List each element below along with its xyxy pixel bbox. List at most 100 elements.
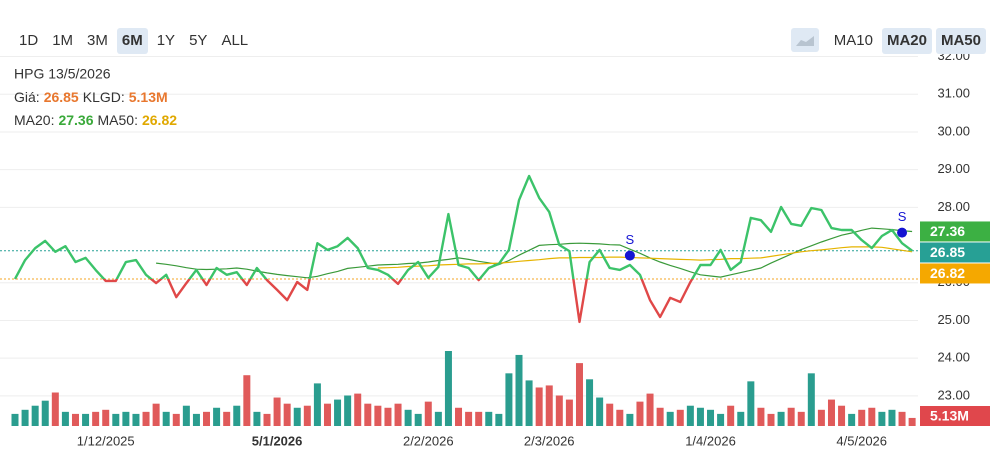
range-button[interactable]: 3M (87, 32, 108, 49)
volume-bar (384, 407, 392, 426)
ma-line (156, 227, 913, 279)
volume-bar (737, 411, 745, 426)
value-badge (920, 263, 990, 284)
volume-bar (525, 380, 533, 426)
volume-bar (263, 413, 271, 426)
volume-bar (858, 409, 866, 426)
ma-line (377, 246, 913, 269)
volume-bar (233, 405, 241, 426)
volume-bar (61, 411, 69, 426)
y-tick-label: 24.00 (937, 350, 970, 365)
volume-bar (827, 399, 835, 426)
volume-bar (41, 400, 49, 426)
volume-bar (848, 413, 856, 426)
volume-bar (505, 373, 513, 426)
info-segment: 27.36 (58, 112, 93, 128)
volume-bar (646, 393, 654, 426)
volume-bar (817, 409, 825, 426)
volume-bar (797, 411, 805, 426)
volume-bar (606, 403, 614, 426)
volume-bar (243, 375, 251, 426)
signal-dot (897, 227, 908, 238)
volume-bar (71, 413, 79, 426)
volume-bar (616, 409, 624, 426)
range-button[interactable]: 1M (52, 32, 74, 49)
volume-bar (475, 411, 483, 426)
volume-bar (807, 373, 815, 426)
volume-bar (575, 363, 583, 426)
volume-bar (223, 411, 231, 426)
x-tick-label: 2/2/2026 (403, 433, 454, 448)
volume-bar (868, 407, 876, 426)
info-line: MA20: 27.36 MA50: 26.82 (14, 112, 177, 128)
volume-bar (394, 403, 402, 426)
y-tick-label: 23.00 (937, 387, 970, 402)
info-segment: KLGD: (83, 89, 125, 105)
range-button[interactable]: 1D (19, 32, 39, 49)
volume-bar (565, 399, 573, 426)
signal-label: S (626, 232, 635, 247)
volume-bar (626, 413, 634, 426)
volume-bar (666, 411, 674, 426)
volume-bar (495, 413, 503, 426)
indicator-button[interactable]: MA10 (833, 32, 873, 49)
volume-bar (344, 395, 352, 426)
volume-bar (535, 387, 543, 426)
volume-bar (182, 405, 190, 426)
info-segment: 5.13M (129, 89, 168, 105)
volume-bar (424, 401, 432, 426)
y-tick-label: 30.00 (937, 123, 970, 138)
chart-style-button[interactable] (790, 28, 819, 52)
volume-bar (203, 411, 211, 426)
volume-bar (787, 407, 795, 426)
volume-bar (112, 413, 120, 426)
volume-bar (898, 411, 906, 426)
volume-bar (162, 411, 170, 426)
volume-bar (21, 409, 29, 426)
volume-bar (102, 409, 110, 426)
value-badge-label: 26.82 (930, 265, 965, 281)
volume-bar (727, 405, 735, 426)
volume-bar (545, 385, 553, 426)
info-line: Giá: 26.85 KLGD: 5.13M (14, 89, 168, 105)
volume-bar (31, 405, 39, 426)
volume-bar (92, 411, 100, 426)
indicator-button[interactable]: MA50 (935, 28, 986, 54)
volume-bar (696, 407, 704, 426)
x-tick-label: 5/1/2026 (252, 433, 303, 448)
volume-bar (707, 409, 715, 426)
signal-dot (624, 250, 635, 261)
volume-bar (283, 403, 291, 426)
volume-bar (455, 407, 463, 426)
volume-bar (878, 411, 886, 426)
volume-bar (313, 383, 321, 426)
volume-bar (192, 413, 200, 426)
volume-bar (11, 413, 19, 426)
value-badge-label: 27.36 (930, 223, 965, 239)
volume-bar (888, 409, 896, 426)
range-button[interactable]: 6M (116, 28, 148, 54)
range-button[interactable]: 1Y (156, 32, 176, 49)
volume-bar (656, 407, 664, 426)
volume-bar (323, 403, 331, 426)
volume-bar (747, 381, 755, 426)
range-button[interactable]: ALL (221, 32, 249, 49)
volume-bar (334, 399, 342, 426)
volume-bar (444, 351, 452, 426)
volume-bar (636, 401, 644, 426)
info-title: HPG 13/5/2026 (14, 66, 111, 82)
volume-bar (908, 417, 916, 426)
volume-bar (51, 392, 59, 426)
volume-bar (253, 411, 261, 426)
volume-bar (414, 413, 422, 426)
volume-bar (465, 411, 473, 426)
range-selector: 1D 1M 3M 6M 1Y 5Y ALL (14, 28, 253, 54)
info-segment: Giá: (14, 89, 40, 105)
range-button[interactable]: 5Y (189, 32, 208, 49)
value-badge (920, 242, 990, 263)
value-badge (920, 221, 990, 242)
volume-bar (122, 411, 130, 426)
volume-bar (757, 407, 765, 426)
indicator-button[interactable]: MA20 (881, 28, 932, 54)
